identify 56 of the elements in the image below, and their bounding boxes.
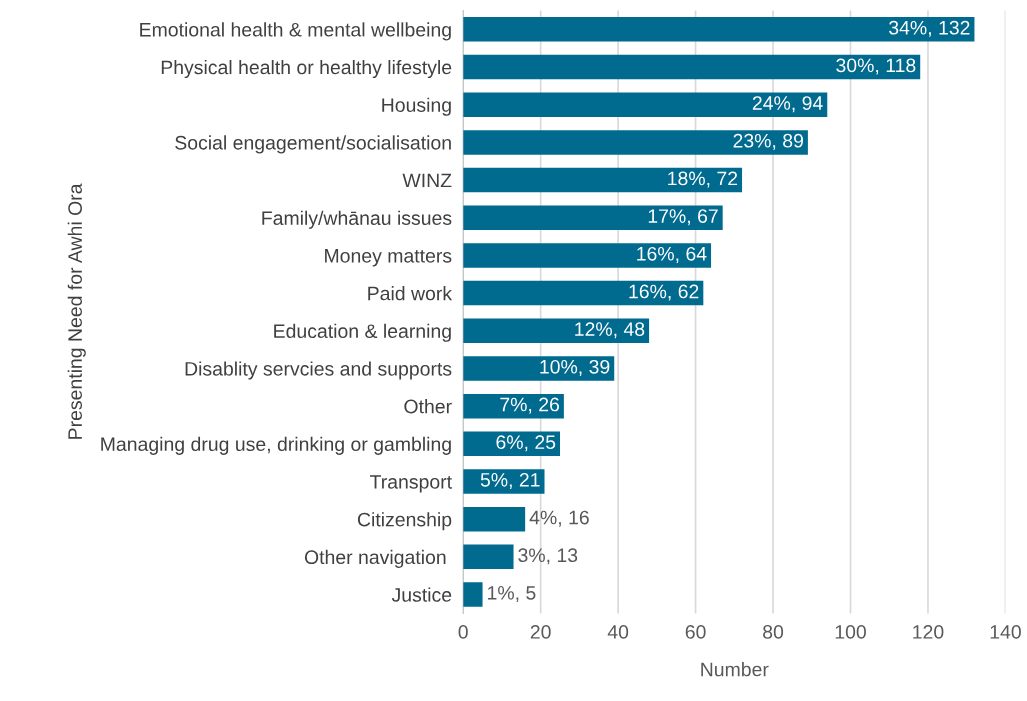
bar <box>463 280 704 306</box>
x-tick-label: 40 <box>607 625 629 639</box>
bar <box>463 243 712 268</box>
bar <box>463 54 921 80</box>
y-tick-label: Other <box>404 399 452 414</box>
y-tick-label: Family/whānau issues <box>262 210 452 229</box>
data-label: 6%, 25 <box>496 435 556 452</box>
data-label: 23%, 89 <box>733 133 803 150</box>
data-label: 4%, 16 <box>529 510 589 527</box>
x-tick-label: 20 <box>530 625 551 639</box>
bar <box>463 356 615 381</box>
data-label: 12%, 48 <box>575 322 645 339</box>
bar <box>463 167 743 193</box>
bar <box>463 205 723 230</box>
data-label: 24%, 94 <box>752 96 823 113</box>
y-tick-label: Paid work <box>368 286 453 301</box>
bar <box>463 92 828 117</box>
data-label: 16%, 62 <box>629 284 699 301</box>
y-tick-label: Physical health or healthy lifestyle <box>161 59 452 79</box>
data-label: 10%, 39 <box>540 359 610 376</box>
bar <box>463 17 975 42</box>
x-tick-label: 140 <box>990 625 1021 639</box>
data-label: 5%, 21 <box>480 472 540 490</box>
y-tick-label: Citizenship <box>357 512 452 531</box>
x-tick-label: 120 <box>913 625 944 639</box>
y-tick-label: WINZ <box>402 173 452 188</box>
data-label: 34%, 132 <box>889 20 970 37</box>
bar <box>463 469 545 494</box>
x-tick-label: 60 <box>685 625 706 639</box>
x-tick-label: 80 <box>763 625 784 639</box>
y-tick-label: Disablity servcies and supports <box>185 361 452 380</box>
bar <box>463 544 514 570</box>
data-label: 1%, 5 <box>488 586 536 603</box>
bar <box>463 506 526 532</box>
data-label: 16%, 64 <box>637 246 707 263</box>
data-label: 7%, 26 <box>500 397 560 414</box>
data-label: 18%, 72 <box>668 171 738 188</box>
x-tick-label: 100 <box>835 625 866 639</box>
y-tick-label: Emotional health & mental wellbeing <box>140 22 451 41</box>
x-tick-label: 0 <box>458 625 468 639</box>
y-axis-title: Presenting Need for Awhi Ora <box>67 183 86 439</box>
bar <box>463 582 483 607</box>
y-tick-label: Managing drug use, drinking or gambling <box>101 436 451 455</box>
y-tick-label: Justice <box>391 587 452 602</box>
data-label: 30%, 118 <box>836 58 916 75</box>
x-axis-title: Number <box>701 662 769 677</box>
y-tick-label: Education & learning <box>274 323 451 342</box>
y-tick-label: Other navigation <box>304 549 446 568</box>
y-tick-label: Social engagement/socialisation <box>175 135 451 154</box>
y-tick-label: Money matters <box>325 249 452 267</box>
data-label: 17%, 67 <box>648 209 718 226</box>
y-tick-label: Transport <box>370 475 452 493</box>
data-label: 3%, 13 <box>518 548 578 565</box>
bar <box>463 130 808 155</box>
bar <box>463 318 650 344</box>
y-tick-label: Housing <box>382 97 451 116</box>
